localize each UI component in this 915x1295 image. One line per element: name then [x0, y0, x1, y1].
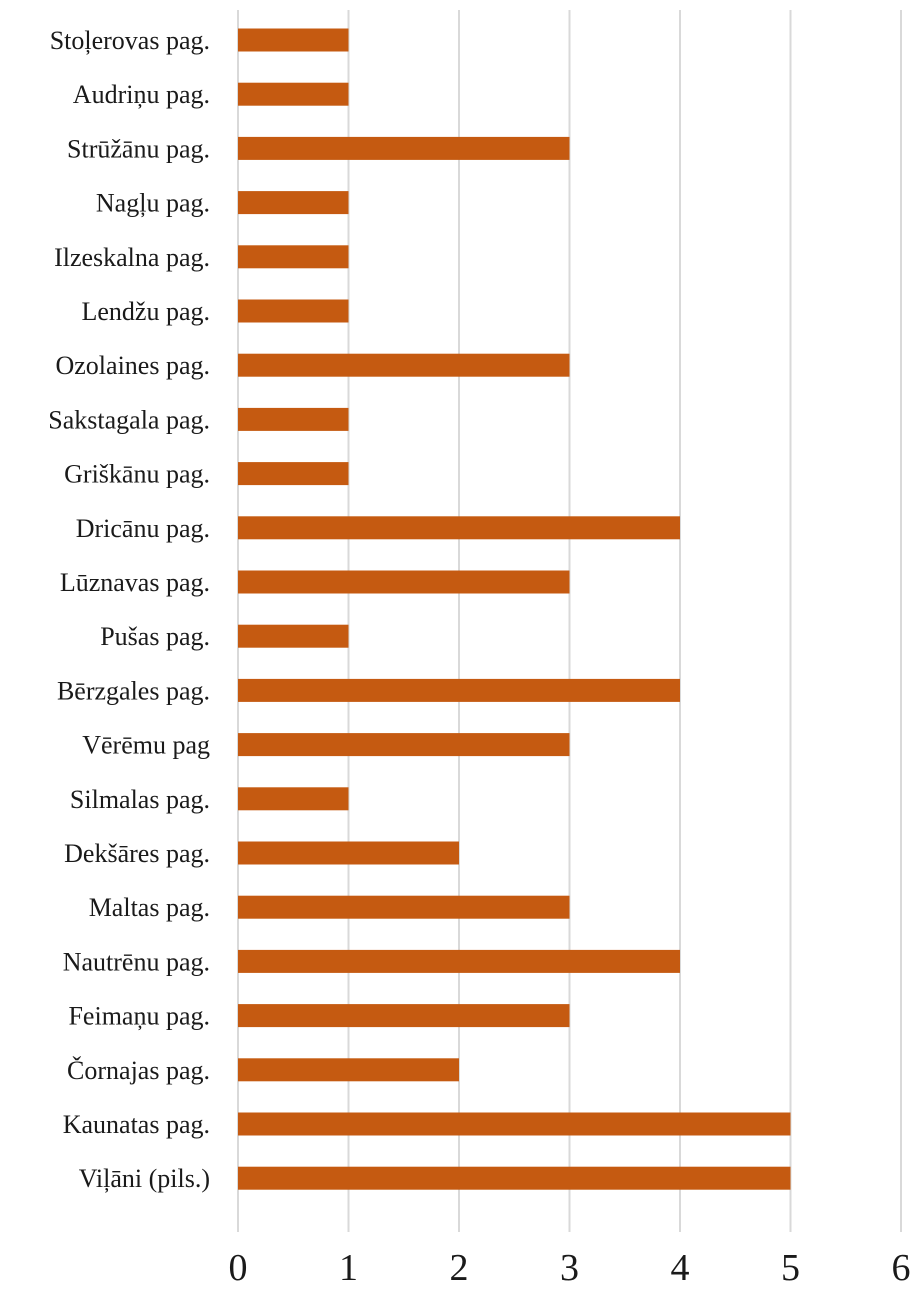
bar — [238, 82, 349, 106]
bar — [238, 787, 349, 811]
bar — [238, 570, 570, 594]
bar — [238, 678, 680, 702]
bar — [238, 895, 570, 919]
bar — [238, 353, 570, 377]
bar — [238, 841, 459, 865]
bar — [238, 624, 349, 648]
bar — [238, 1112, 791, 1136]
category-label: Lūznavas pag. — [60, 568, 210, 597]
bar — [238, 136, 570, 160]
category-label: Pušas pag. — [100, 622, 210, 651]
category-label: Feimaņu pag. — [68, 1002, 210, 1031]
category-label: Ozolaines pag. — [55, 351, 210, 380]
x-tick-label: 1 — [339, 1247, 358, 1289]
category-label: Čornajas pag. — [67, 1056, 210, 1085]
bar — [238, 1166, 791, 1190]
category-label: Bērzgales pag. — [57, 676, 210, 705]
category-label: Viļāni (pils.) — [79, 1164, 210, 1193]
bar — [238, 733, 570, 757]
bar — [238, 1058, 459, 1082]
category-label: Vērēmu pag — [82, 731, 210, 760]
category-label: Nautrēnu pag. — [63, 947, 210, 976]
bar — [238, 949, 680, 973]
x-tick-label: 3 — [560, 1247, 579, 1289]
bar — [238, 28, 349, 52]
category-label: Sakstagala pag. — [48, 405, 210, 434]
x-tick-label: 6 — [892, 1247, 911, 1289]
category-labels: Stoļerovas pag. Audriņu pag. Strūžānu pag.… — [48, 26, 210, 1193]
x-tick-label: 5 — [781, 1247, 800, 1289]
x-tick-label: 2 — [450, 1247, 469, 1289]
category-label: Silmalas pag. — [70, 785, 210, 814]
category-label: Stoļerovas pag. — [50, 26, 210, 55]
category-label: Strūžānu pag. — [67, 134, 210, 163]
category-label: Lendžu pag. — [81, 297, 210, 326]
x-axis-tick-labels: 0 1 2 3 4 5 6 — [229, 1247, 911, 1289]
category-label: Dricānu pag. — [76, 514, 210, 543]
category-label: Maltas pag. — [89, 893, 210, 922]
bar — [238, 299, 349, 323]
x-tick-label: 4 — [671, 1247, 690, 1289]
category-label: Dekšāres pag. — [64, 839, 210, 868]
category-label: Griškānu pag. — [64, 460, 210, 489]
category-label: Ilzeskalna pag. — [54, 243, 210, 272]
bar — [238, 407, 349, 431]
bar — [238, 245, 349, 269]
bar — [238, 462, 349, 486]
bar — [238, 1004, 570, 1028]
bars — [238, 28, 791, 1190]
bar — [238, 516, 680, 540]
x-tick-label: 0 — [229, 1247, 248, 1289]
category-label: Audriņu pag. — [73, 80, 210, 109]
category-label: Kaunatas pag. — [63, 1110, 210, 1139]
bar — [238, 191, 349, 215]
category-label: Nagļu pag. — [96, 189, 210, 218]
